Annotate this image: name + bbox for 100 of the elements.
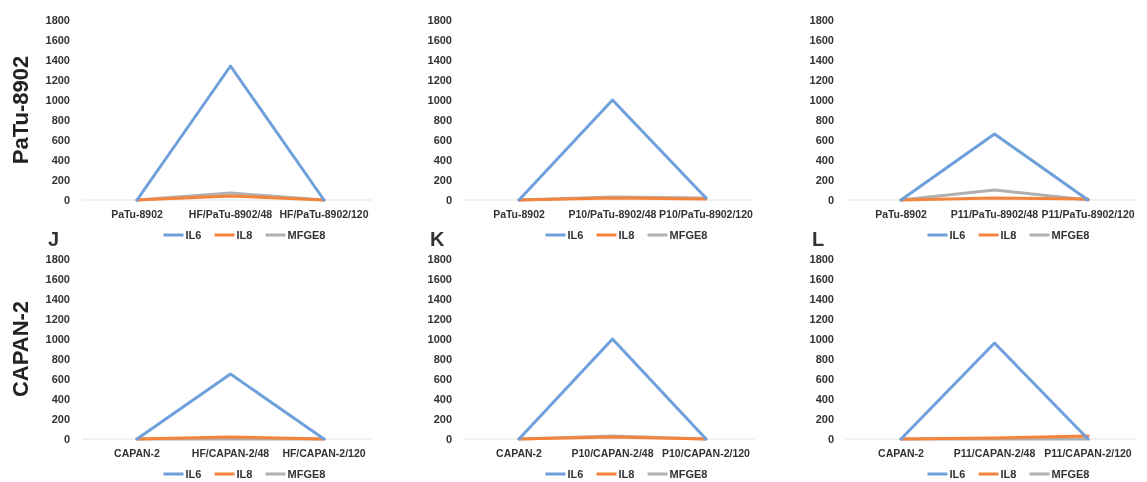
y-tick-label: 1000 [427,332,452,345]
x-tick-label: HF/PaTu-8902/120 [279,208,369,220]
chart-title: J [48,228,60,250]
legend-label: IL8 [618,467,635,480]
y-tick-label: 1600 [45,272,70,285]
x-tick-label: PaTu-8902 [875,208,928,220]
x-tick-label: P11/PaTu-8902/48 [950,208,1039,220]
y-tick-label: 400 [51,153,70,166]
y-tick-label: 200 [51,412,70,425]
legend-label: MFGE8 [287,467,326,480]
y-tick-label: 1200 [809,73,834,86]
legend-label: IL6 [567,467,584,480]
y-tick-label: 600 [433,133,452,146]
x-tick-label: P11/PaTu-8902/120 [1041,208,1135,220]
x-tick-label: P11/CAPAN-2/48 [953,447,1036,459]
y-tick-label: 1800 [809,13,834,26]
x-tick-label: P10/PaTu-8902/48 [568,208,657,220]
y-tick-label: 1000 [45,93,70,106]
legend-label: MFGE8 [1051,228,1090,241]
legend-label: IL8 [236,228,253,241]
legend-label: IL8 [236,467,253,480]
y-tick-label: 1600 [45,33,70,46]
legend-label: IL6 [567,228,584,241]
y-tick-label: 200 [433,412,452,425]
y-tick-label: 0 [827,193,834,206]
x-tick-label: P11/CAPAN-2/120 [1044,447,1132,459]
y-tick-label: 400 [51,392,70,405]
y-tick-label: 1800 [45,252,70,265]
y-tick-label: 1000 [45,332,70,345]
y-tick-label: 1400 [427,53,452,66]
y-tick-label: 600 [433,372,452,385]
y-tick-label: 200 [51,173,70,186]
y-tick-label: 1800 [809,252,834,265]
y-tick-label: 1200 [427,73,452,86]
y-tick-label: 1600 [427,33,452,46]
legend-label: MFGE8 [1051,467,1090,480]
y-tick-label: 800 [815,113,834,126]
legend-label: IL8 [1000,228,1017,241]
x-tick-label: HF/PaTu-8902/48 [188,208,273,220]
y-tick-label: 600 [815,133,834,146]
y-tick-label: 1600 [809,272,834,285]
y-tick-label: 600 [815,372,834,385]
x-tick-label: CAPAN-2 [114,447,161,459]
y-tick-label: 800 [433,352,452,365]
y-tick-label: 1400 [809,292,834,305]
chart-title: L [812,228,825,250]
x-tick-label: HF/CAPAN-2/48 [191,447,270,459]
y-tick-label: 400 [433,392,452,405]
y-tick-label: 1400 [45,53,70,66]
y-tick-label: 1200 [45,312,70,325]
y-tick-label: 800 [51,352,70,365]
y-tick-label: 200 [815,173,834,186]
legend-label: IL8 [1000,467,1017,480]
y-tick-label: 1200 [427,312,452,325]
y-tick-label: 600 [51,133,70,146]
y-tick-label: 1600 [427,272,452,285]
chart-title: K [430,228,445,250]
y-tick-label: 800 [433,113,452,126]
y-tick-label: 0 [63,432,70,445]
x-tick-label: PaTu-8902 [493,208,546,220]
y-tick-label: 1800 [427,13,452,26]
y-tick-label: 1000 [809,93,834,106]
y-tick-label: 400 [815,392,834,405]
y-tick-label: 400 [433,153,452,166]
y-tick-label: 1200 [809,312,834,325]
x-tick-label: CAPAN-2 [496,447,543,459]
legend-label: IL6 [949,228,966,241]
legend-label: IL6 [949,467,966,480]
y-tick-label: 0 [445,193,452,206]
legend-label: MFGE8 [669,228,708,241]
x-tick-label: P10/CAPAN-2/120 [662,447,751,459]
x-tick-label: HF/CAPAN-2/120 [282,447,366,459]
x-tick-label: CAPAN-2 [878,447,925,459]
y-tick-label: 0 [445,432,452,445]
legend-label: IL8 [618,228,635,241]
x-tick-label: PaTu-8902 [111,208,164,220]
y-tick-label: 1800 [45,13,70,26]
y-tick-label: 600 [51,372,70,385]
y-tick-label: 1400 [809,53,834,66]
legend-label: MFGE8 [669,467,708,480]
y-tick-label: 400 [815,153,834,166]
legend-label: MFGE8 [287,228,326,241]
legend-label: IL6 [185,228,202,241]
y-tick-label: 200 [815,412,834,425]
y-tick-label: 0 [63,193,70,206]
y-tick-label: 800 [815,352,834,365]
y-tick-label: 800 [51,113,70,126]
y-axis-title: CAPAN-2 [8,300,33,398]
y-tick-label: 1800 [427,252,452,265]
legend-label: IL6 [185,467,202,480]
x-tick-label: P10/PaTu-8902/120 [659,208,754,220]
y-tick-label: 1000 [809,332,834,345]
y-tick-label: 1400 [45,292,70,305]
y-tick-label: 1200 [45,73,70,86]
y-tick-label: 200 [433,173,452,186]
y-tick-label: 0 [827,432,834,445]
x-tick-label: P10/CAPAN-2/48 [571,447,654,459]
y-tick-label: 1600 [809,33,834,46]
y-tick-label: 1400 [427,292,452,305]
y-tick-label: 1000 [427,93,452,106]
